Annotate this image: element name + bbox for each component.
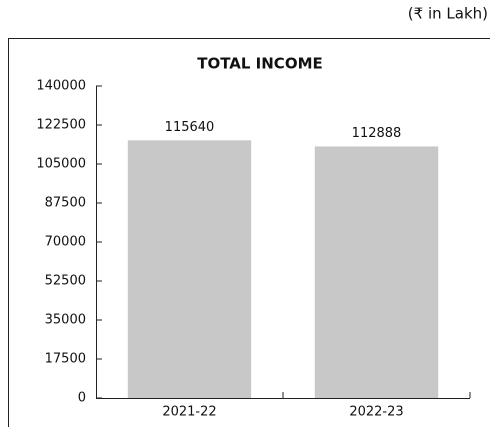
data-label: 115640 — [165, 120, 215, 135]
frame — [8, 38, 490, 427]
y-tick-label: 52500 — [45, 274, 86, 289]
y-tick-label: 0 — [78, 391, 86, 406]
x-tick-label: 2021-22 — [162, 405, 216, 420]
data-label: 112888 — [352, 126, 402, 141]
y-tick-label: 35000 — [45, 313, 86, 328]
y-tick-label: 70000 — [45, 235, 86, 250]
y-tick-label: 105000 — [36, 157, 86, 172]
chart-title: TOTAL INCOME — [197, 55, 323, 73]
bar — [127, 140, 252, 398]
x-tick-label: 2022-23 — [349, 405, 403, 420]
unit-note: (₹ in Lakh) — [408, 5, 488, 23]
bar — [314, 146, 439, 398]
y-tick-label: 17500 — [45, 352, 86, 367]
y-tick-label: 87500 — [45, 196, 86, 211]
y-tick-label: 140000 — [36, 79, 86, 94]
y-tick-label: 122500 — [36, 118, 86, 133]
